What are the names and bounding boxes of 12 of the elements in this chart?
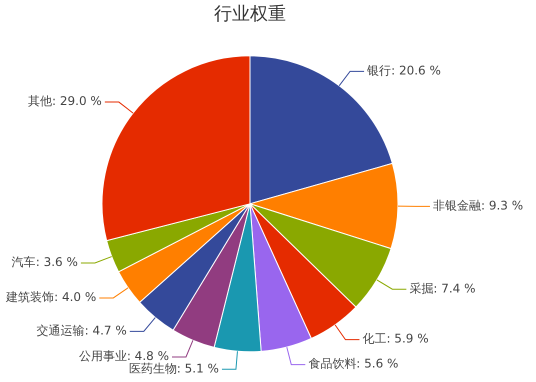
slice-label: 非银金融: 9.3 % [432,198,524,213]
slice-label: 医药生物: 5.1 % [128,361,219,376]
slice-label: 其他: 29.0 % [28,94,102,108]
slice-label: 食品饮料: 5.6 % [308,356,398,371]
slice-label: 建筑装饰: 4.0 % [5,290,96,304]
slice-label: 化工: 5.9 % [362,332,429,346]
slice-label: 采掘: 7.4 % [409,281,476,296]
slice-label: 公用事业: 4.8 % [78,349,169,364]
slice-label: 银行: 20.6 % [366,63,441,78]
slice-label: 汽车: 3.6 % [12,255,78,270]
slice-label: 交通运输: 4.7 % [36,323,127,338]
chart-title: 行业权重 [214,3,286,24]
